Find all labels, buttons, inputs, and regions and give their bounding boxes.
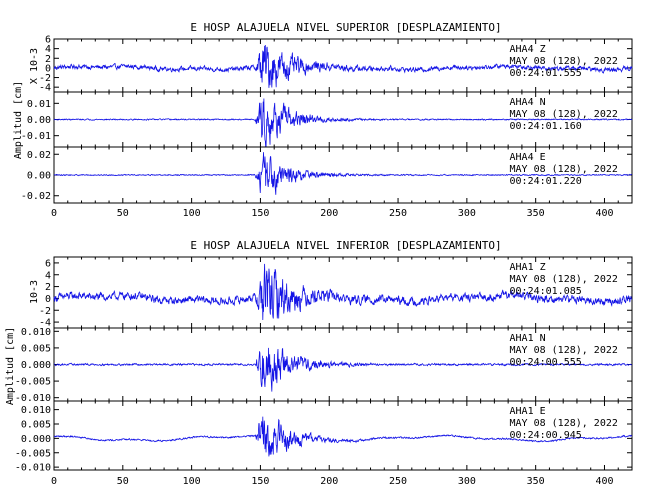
upper-xtick-label: 350 [527,208,545,219]
upper-aha4-e-ytick-label: 0.02 [27,150,51,161]
upper-aha4-z-station-label: AHA4 Z [510,44,546,55]
lower-aha1-e-date-label: MAY 08 (128), 2022 [510,418,618,429]
lower-aha1-e-ytick-label: 0.005 [21,420,51,431]
upper-aha4-z-ytick-label: 2 [45,54,51,65]
lower-aha1-n-time-label: 00:24:00.555 [510,357,582,368]
lower-aha1-e-station-label: AHA1 E [510,406,546,417]
upper-aha4-n-waveform [53,98,633,148]
lower-aha1-e-time-label: 00:24:00.945 [510,430,582,441]
upper-aha4-n-time-label: 00:24:01.160 [510,121,582,132]
upper-aha4-e-date-label: MAY 08 (128), 2022 [510,164,618,175]
upper-aha4-n-ytick-label: -0.01 [21,131,51,142]
upper-aha4-z-ytick-label: -4 [39,83,51,94]
upper-aha4-z-time-label: 00:24:01.555 [510,68,582,79]
lower-aha1-e-ytick-label: -0.010 [15,463,51,474]
lower-xtick-label: 0 [51,476,57,487]
lower-aha1-z-ytick-label: 2 [45,282,51,293]
lower-xtick-label: 250 [389,476,407,487]
upper-aha4-z-waveform [53,44,633,88]
lower-aha1-z-date-label: MAY 08 (128), 2022 [510,274,618,285]
upper-aha4-n-date-label: MAY 08 (128), 2022 [510,109,618,120]
upper-xtick-label: 100 [183,208,201,219]
lower-aha1-z-ytick-label: 6 [45,258,51,269]
lower-aha1-e-ytick-label: 0.010 [21,405,51,416]
lower-xtick-label: 400 [595,476,613,487]
upper-scale-label: X 10-3 [29,48,40,84]
lower-aha1-n-ytick-label: 0.000 [21,360,51,371]
upper-aha4-e-ytick-label: 0.00 [27,171,51,182]
upper-aha4-n-ytick-label: 0.00 [27,115,51,126]
upper-xtick-label: 400 [595,208,613,219]
lower-aha1-z-ytick-label: -4 [39,318,51,329]
lower-xtick-label: 50 [117,476,129,487]
lower-aha1-z-ytick-label: -2 [39,306,51,317]
upper-aha4-z-ytick-label: 0 [45,63,51,74]
upper-aha4-e-ytick-label: -0.02 [21,191,51,202]
upper-xtick-label: 150 [251,208,269,219]
lower-xtick-label: 200 [320,476,338,487]
upper-aha4-z-ytick-label: -2 [39,73,51,84]
lower-xtick-label: 300 [458,476,476,487]
upper-aha4-z-ytick-label: 4 [45,44,51,55]
lower-aha1-n-date-label: MAY 08 (128), 2022 [510,345,618,356]
lower-aha1-n-ytick-label: -0.010 [15,393,51,404]
upper-aha4-z-ytick-label: 6 [45,35,51,46]
lower-aha1-z-station-label: AHA1 Z [510,262,546,273]
upper-aha4-n-ytick-label: 0.01 [27,99,51,110]
lower-xtick-label: 150 [251,476,269,487]
lower-aha1-n-ytick-label: 0.010 [21,327,51,338]
upper-ylabel: Amplitud [cm] [13,81,24,159]
lower-aha1-e-ytick-label: 0.000 [21,434,51,445]
upper-xtick-label: 200 [320,208,338,219]
lower-aha1-n-ytick-label: -0.005 [15,377,51,388]
upper-aha4-n-station-label: AHA4 N [510,97,546,108]
lower-aha1-z-time-label: 00:24:01.085 [510,286,582,297]
lower-aha1-n-station-label: AHA1 N [510,333,546,344]
upper-xtick-label: 300 [458,208,476,219]
upper-xtick-label: 250 [389,208,407,219]
lower-xtick-label: 350 [527,476,545,487]
upper-chart-title: E HOSP ALAJUELA NIVEL SUPERIOR [DESPLAZA… [190,21,501,34]
upper-aha4-z-date-label: MAY 08 (128), 2022 [510,56,618,67]
upper-xtick-label: 0 [51,208,57,219]
upper-aha4-e-station-label: AHA4 E [510,152,546,163]
lower-aha1-z-ytick-label: 4 [45,270,51,281]
lower-ylabel: Amplitud [cm] [5,327,16,405]
lower-aha1-n-ytick-label: 0.005 [21,343,51,354]
lower-aha1-z-ytick-label: 0 [45,294,51,305]
lower-chart-title: E HOSP ALAJUELA NIVEL INFERIOR [DESPLAZA… [190,239,501,252]
lower-aha1-e-waveform [53,416,633,457]
lower-aha1-n-waveform [53,347,633,392]
upper-aha4-e-waveform [53,152,633,195]
lower-aha1-e-ytick-label: -0.005 [15,448,51,459]
upper-aha4-e-time-label: 00:24:01.220 [510,176,582,187]
upper-xtick-label: 50 [117,208,129,219]
lower-aha1-z-waveform [53,263,633,320]
lower-xtick-label: 100 [183,476,201,487]
lower-scale-label: 10-3 [29,280,40,304]
